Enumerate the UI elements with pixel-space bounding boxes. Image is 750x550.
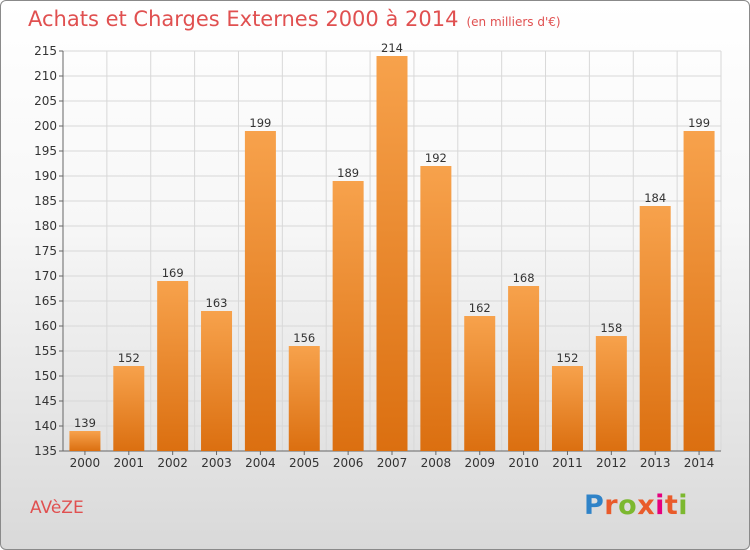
x-tick-label: 2013 — [640, 456, 671, 470]
x-tick-label: 2003 — [201, 456, 232, 470]
bar — [420, 166, 452, 451]
commune-name: AVèZE — [30, 498, 84, 518]
proxiti-logo: Proxiti — [584, 490, 688, 521]
data-label: 162 — [469, 301, 491, 315]
y-tick-label: 200 — [34, 119, 57, 133]
chart-title: Achats et Charges Externes 2000 à 2014 (e… — [28, 7, 561, 31]
data-label: 158 — [600, 321, 622, 335]
x-tick-label: 2004 — [245, 456, 276, 470]
data-labels: 139 152 169 163 199 156 189 214 192 162 168 152 158 1… — [74, 41, 710, 430]
bar — [464, 316, 496, 451]
y-tick-label: 140 — [34, 419, 57, 433]
x-tick-label: 2009 — [464, 456, 495, 470]
x-tick-label: 2014 — [684, 456, 715, 470]
y-tick-label: 150 — [34, 369, 57, 383]
y-tick-label: 185 — [34, 194, 57, 208]
x-tick-label: 2007 — [377, 456, 408, 470]
bar — [69, 431, 101, 451]
x-tick-label: 2011 — [552, 456, 583, 470]
data-label: 199 — [688, 116, 710, 130]
bar — [639, 206, 671, 451]
y-tick-label: 215 — [34, 44, 57, 58]
logo-letter: i — [678, 490, 689, 521]
y-tick-label: 210 — [34, 69, 57, 83]
bars — [69, 56, 715, 451]
data-label: 214 — [381, 41, 403, 55]
logo-letter: x — [637, 490, 656, 521]
y-tick-label: 170 — [34, 269, 57, 283]
x-tick-label: 2006 — [333, 456, 364, 470]
y-tick-label: 165 — [34, 294, 57, 308]
x-tick-label: 2001 — [114, 456, 145, 470]
bar — [508, 286, 540, 451]
data-label: 192 — [425, 151, 447, 165]
logo-letter: o — [618, 490, 638, 521]
data-label: 156 — [293, 331, 315, 345]
y-tick-label: 180 — [34, 219, 57, 233]
bar — [244, 131, 276, 451]
bar — [113, 366, 145, 451]
y-tick-label: 135 — [34, 444, 57, 458]
bar — [595, 336, 627, 451]
data-label: 199 — [249, 116, 271, 130]
bar — [551, 366, 583, 451]
bar — [288, 346, 320, 451]
y-tick-label: 205 — [34, 94, 57, 108]
x-tick-label: 2008 — [421, 456, 452, 470]
data-label: 139 — [74, 416, 96, 430]
bar — [683, 131, 715, 451]
data-label: 152 — [556, 351, 578, 365]
data-label: 168 — [513, 271, 535, 285]
y-tick-label: 195 — [34, 144, 57, 158]
data-label: 169 — [162, 266, 184, 280]
logo-letter: r — [604, 490, 619, 521]
data-label: 163 — [206, 296, 228, 310]
data-label: 152 — [118, 351, 140, 365]
y-tick-label: 190 — [34, 169, 57, 183]
data-label: 189 — [337, 166, 359, 180]
y-tick-label: 155 — [34, 344, 57, 358]
logo-letter: t — [664, 490, 679, 521]
x-tick-label: 2000 — [70, 456, 101, 470]
data-label: 184 — [644, 191, 666, 205]
x-tick-label: 2012 — [596, 456, 627, 470]
y-tick-label: 175 — [34, 244, 57, 258]
y-tick-label: 160 — [34, 319, 57, 333]
y-tick-label: 145 — [34, 394, 57, 408]
logo-letter: P — [584, 490, 605, 521]
logo-letter: i — [655, 490, 665, 521]
bar — [376, 56, 408, 451]
bar — [332, 181, 364, 451]
unit-label: (en milliers d'€) — [466, 15, 561, 29]
x-tick-label: 2002 — [157, 456, 188, 470]
bar — [157, 281, 189, 451]
bar — [201, 311, 233, 451]
x-tick-label: 2005 — [289, 456, 320, 470]
x-tick-label: 2010 — [508, 456, 539, 470]
